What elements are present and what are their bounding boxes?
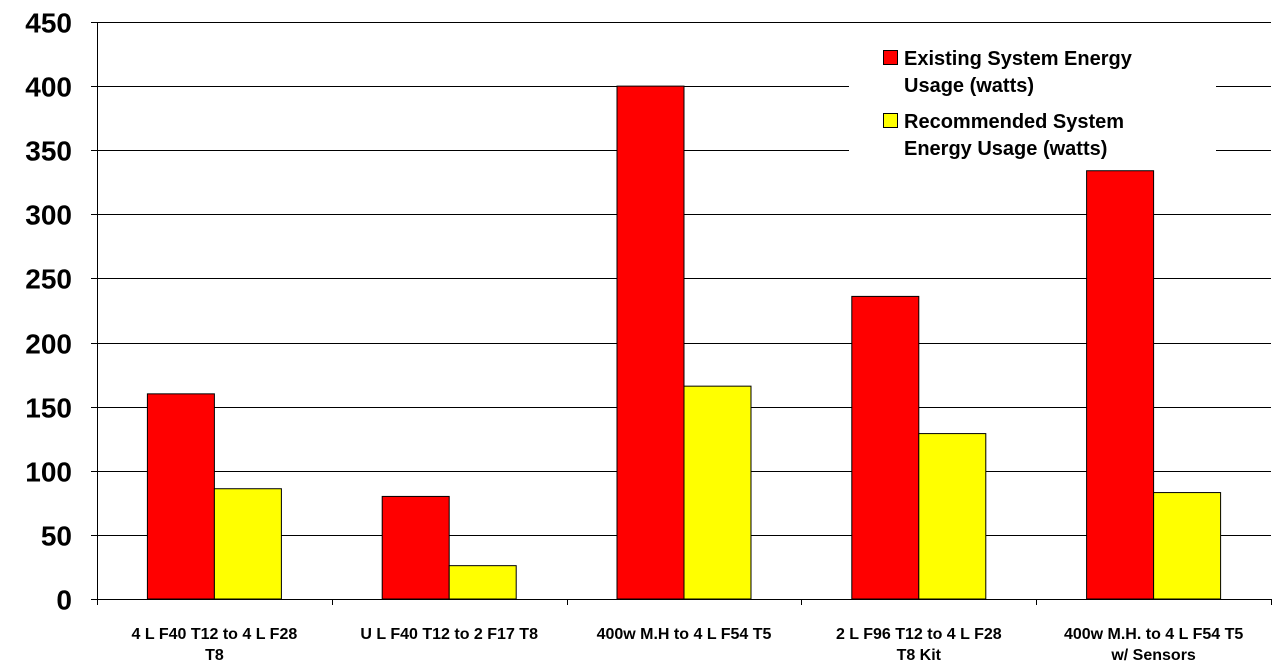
y-tick-label-150: 150 [25, 393, 72, 424]
legend-item-recommended: Recommended System Energy Usage (watts) [883, 109, 1194, 163]
bar-recommended-4 [918, 433, 987, 600]
axes [91, 22, 1271, 600]
bars [146, 85, 1222, 600]
bar-existing-4 [851, 295, 920, 600]
x-axis-ticks: 4 L F40 T12 to 4 L F28 T8 U L F40 T12 to 2… [97, 599, 1272, 664]
x-tick-label-1: 4 L F40 T12 to 4 L F28 T8 [132, 626, 298, 664]
y-tick-label-50: 50 [41, 521, 72, 552]
y-tick-label-400: 400 [25, 72, 72, 103]
legend-label-existing-line1: Existing System Energy [904, 48, 1132, 70]
bar-recommended-3 [683, 385, 752, 600]
bar-existing-2 [381, 495, 450, 600]
y-tick-label-300: 300 [25, 200, 72, 231]
legend-swatch-recommended [883, 113, 898, 128]
y-tick-label-200: 200 [25, 329, 72, 360]
legend-swatch-existing [883, 50, 898, 65]
legend-label-existing-line2: Usage (watts) [904, 75, 1035, 97]
x-tick-label-4: 2 L F96 T12 to 4 L F28 T8 Kit [836, 626, 1002, 664]
bar-recommended-1 [213, 488, 282, 600]
y-axis-ticks: 0 50 100 150 200 250 300 350 400 450 [25, 8, 97, 616]
x-tick-label-3: 400w M.H to 4 L F54 T5 [597, 626, 772, 643]
legend-label-recommended-line2: Energy Usage (watts) [904, 138, 1108, 160]
bar-recommended-5 [1153, 492, 1222, 600]
y-tick-label-250: 250 [25, 264, 72, 295]
y-tick-label-100: 100 [25, 457, 72, 488]
x-tick-label-5: 400w M.H. to 4 L F54 T5 w/ Sensors [1064, 626, 1243, 664]
bar-existing-3 [616, 85, 685, 600]
y-tick-label-350: 350 [25, 136, 72, 167]
bar-existing-1 [146, 393, 215, 600]
legend-item-existing: Existing System Energy Usage (watts) [883, 46, 1194, 100]
legend-label-recommended-line1: Recommended System [904, 111, 1125, 133]
bar-recommended-2 [448, 565, 517, 600]
legend: Existing System Energy Usage (watts) Rec… [849, 40, 1216, 170]
y-tick-label-450: 450 [25, 8, 72, 39]
y-tick-label-0: 0 [56, 585, 72, 616]
x-tick-label-2: U L F40 T12 to 2 F17 T8 [360, 626, 538, 643]
bar-existing-5 [1086, 170, 1155, 600]
